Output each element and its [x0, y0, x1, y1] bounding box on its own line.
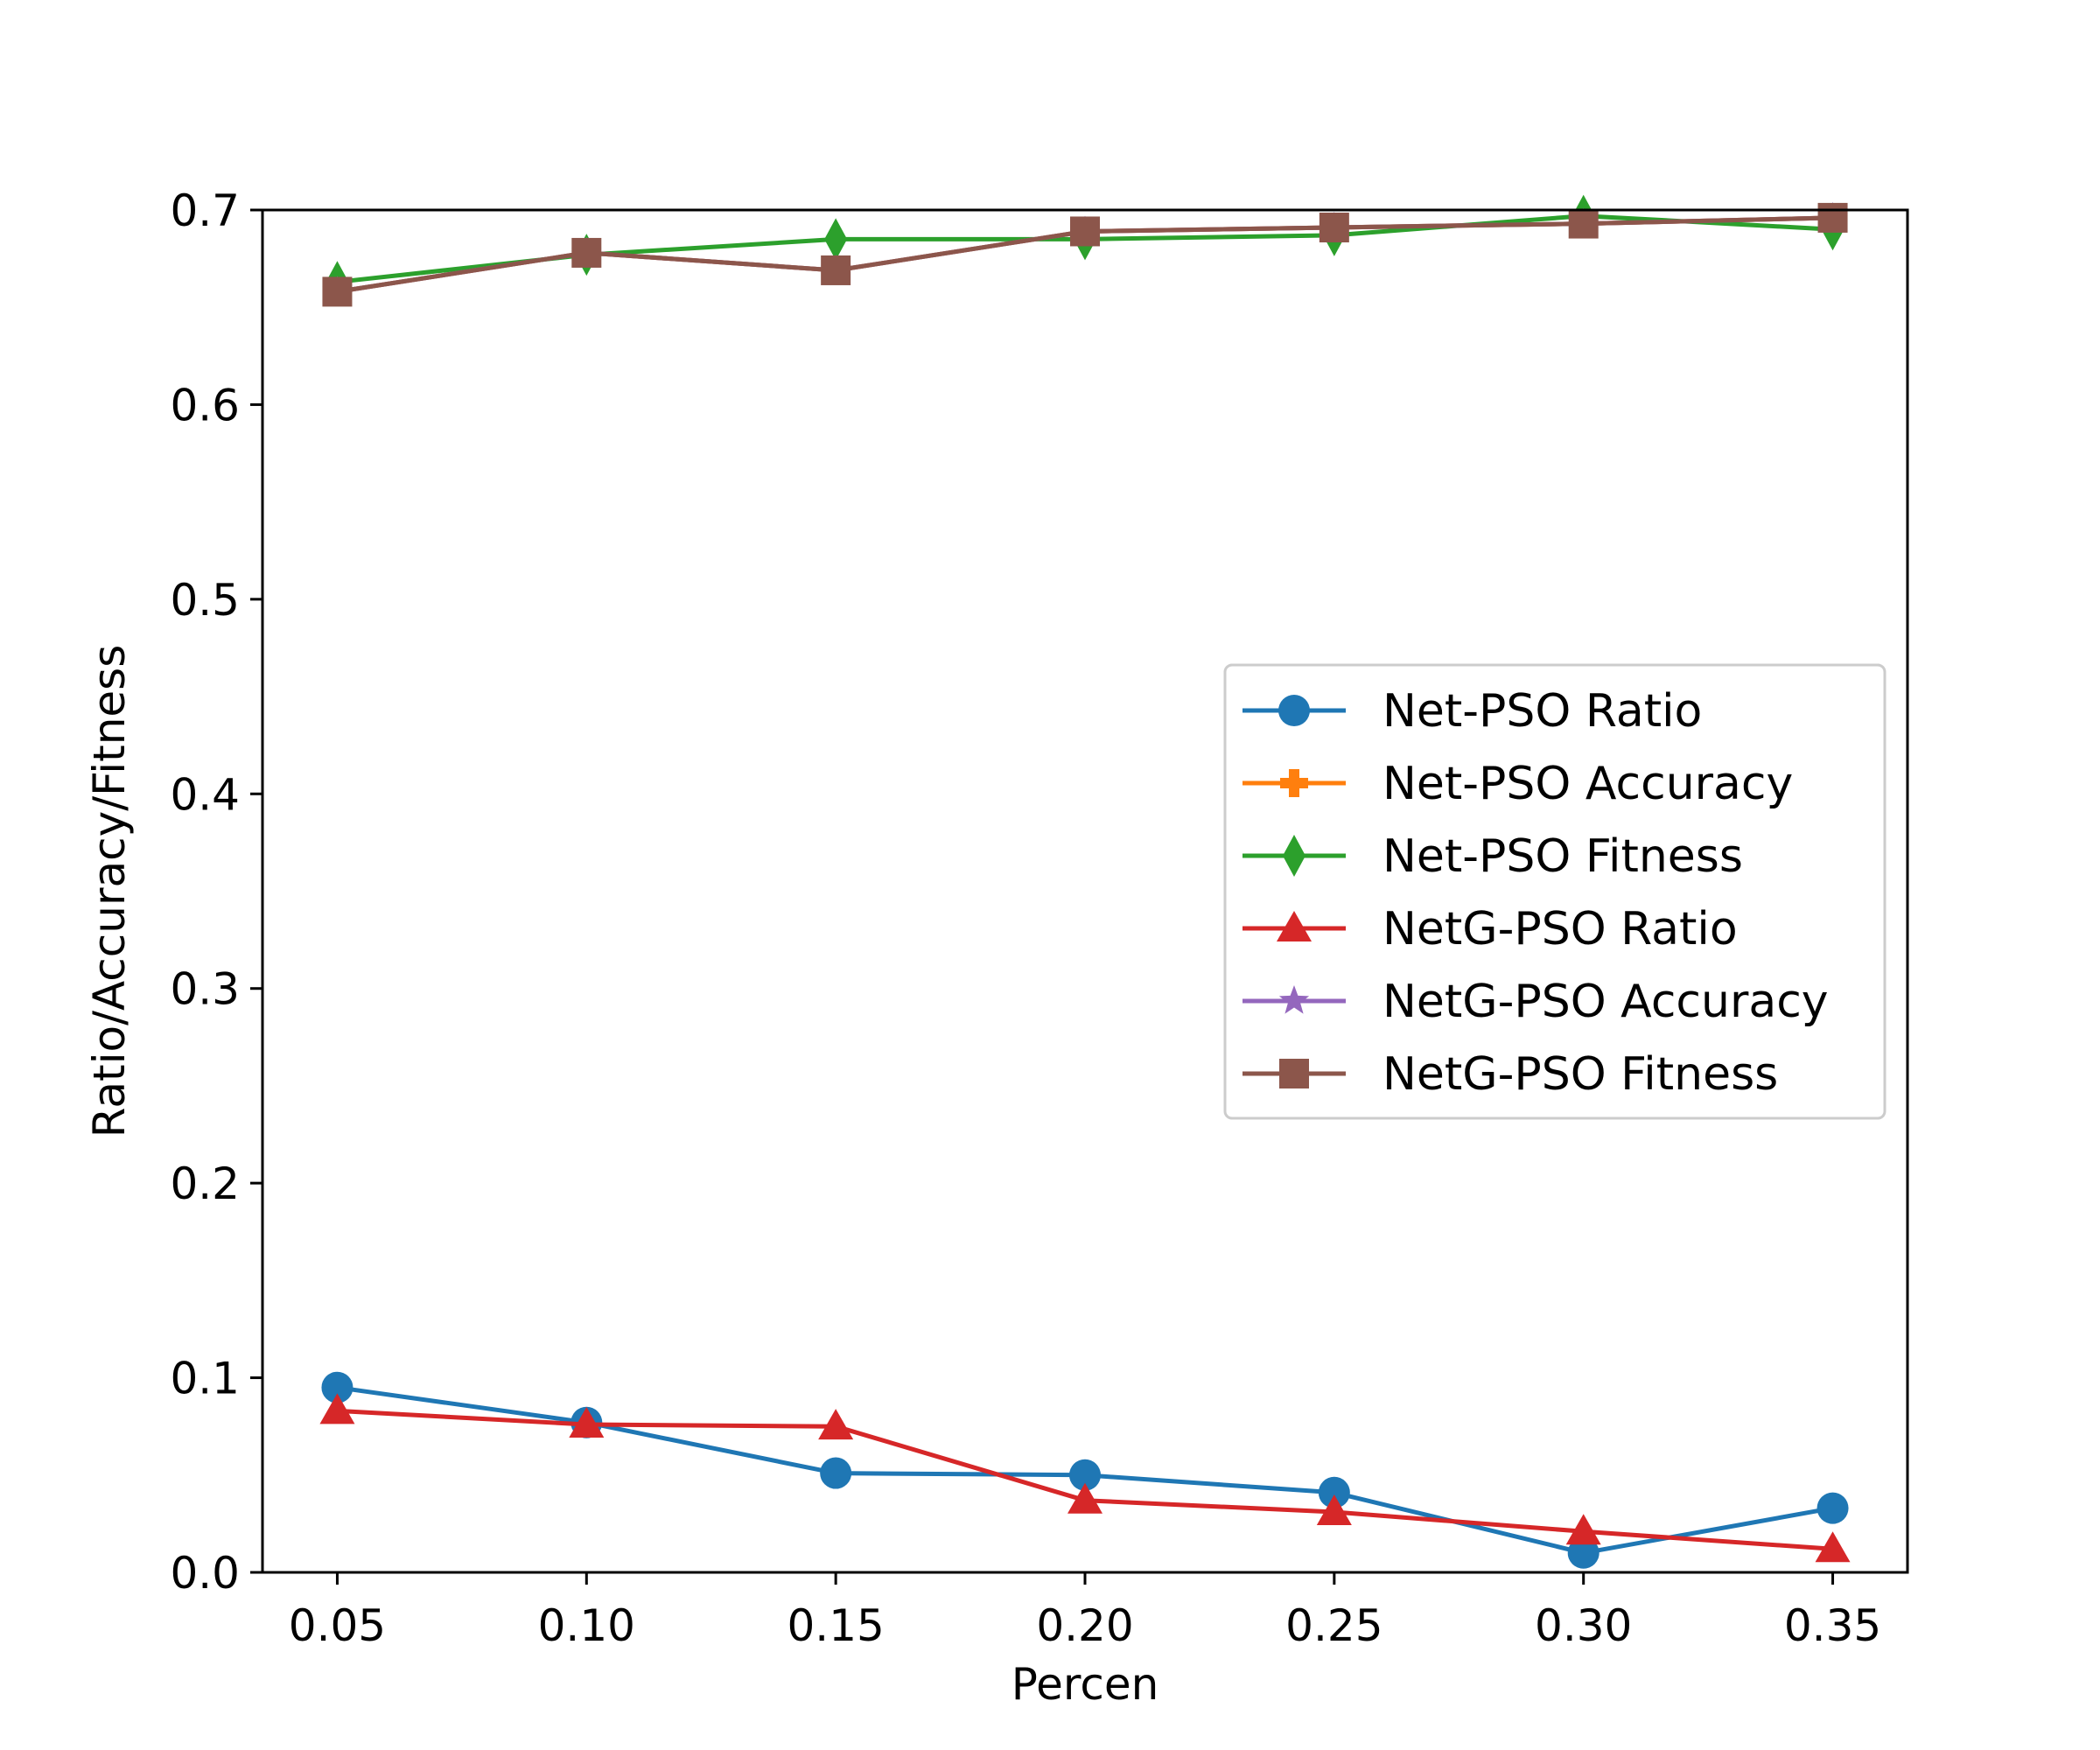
legend-label: NetG-PSO Fitness: [1382, 1048, 1778, 1101]
legend-label: Net-PSO Accuracy: [1382, 758, 1793, 810]
y-tick-label: 0.2: [170, 1158, 240, 1209]
y-tick-label: 0.0: [170, 1548, 240, 1599]
data-point-square: [821, 256, 850, 285]
data-point-square: [1569, 209, 1599, 239]
data-point-circle: [820, 1458, 851, 1489]
x-tick-label: 0.05: [289, 1600, 386, 1651]
y-tick-label: 0.7: [170, 186, 240, 236]
x-tick-label: 0.15: [787, 1600, 884, 1651]
x-tick-label: 0.35: [1784, 1600, 1881, 1651]
legend-label: NetG-PSO Accuracy: [1382, 976, 1829, 1028]
data-point-square: [1070, 216, 1100, 246]
y-tick-label: 0.6: [170, 380, 240, 430]
legend-label: NetG-PSO Ratio: [1382, 903, 1738, 956]
x-tick-label: 0.20: [1036, 1600, 1133, 1651]
x-axis-title: Percen: [1012, 1659, 1159, 1710]
legend-label: Net-PSO Ratio: [1382, 685, 1702, 738]
legend-marker-circle: [1278, 695, 1310, 726]
data-point-square: [322, 276, 352, 306]
y-axis-title: Ratio/Accuracy/Fitness: [84, 645, 135, 1138]
y-tick-label: 0.4: [170, 769, 240, 820]
data-point-square: [571, 238, 601, 268]
y-tick-label: 0.3: [170, 964, 240, 1015]
legend-label: Net-PSO Fitness: [1382, 830, 1743, 883]
x-tick-label: 0.30: [1535, 1600, 1632, 1651]
x-tick-label: 0.25: [1285, 1600, 1382, 1651]
data-point-square: [1818, 203, 1848, 233]
legend-marker-square: [1279, 1059, 1309, 1088]
y-tick-label: 0.1: [170, 1354, 240, 1404]
data-point-square: [1320, 213, 1349, 242]
y-tick-label: 0.5: [170, 575, 240, 626]
legend: Net-PSO Ratio Net-PSO Accuracy Net-PSO Fit…: [1225, 665, 1885, 1118]
data-point-circle: [1817, 1493, 1849, 1524]
x-tick-label: 0.10: [538, 1600, 635, 1651]
